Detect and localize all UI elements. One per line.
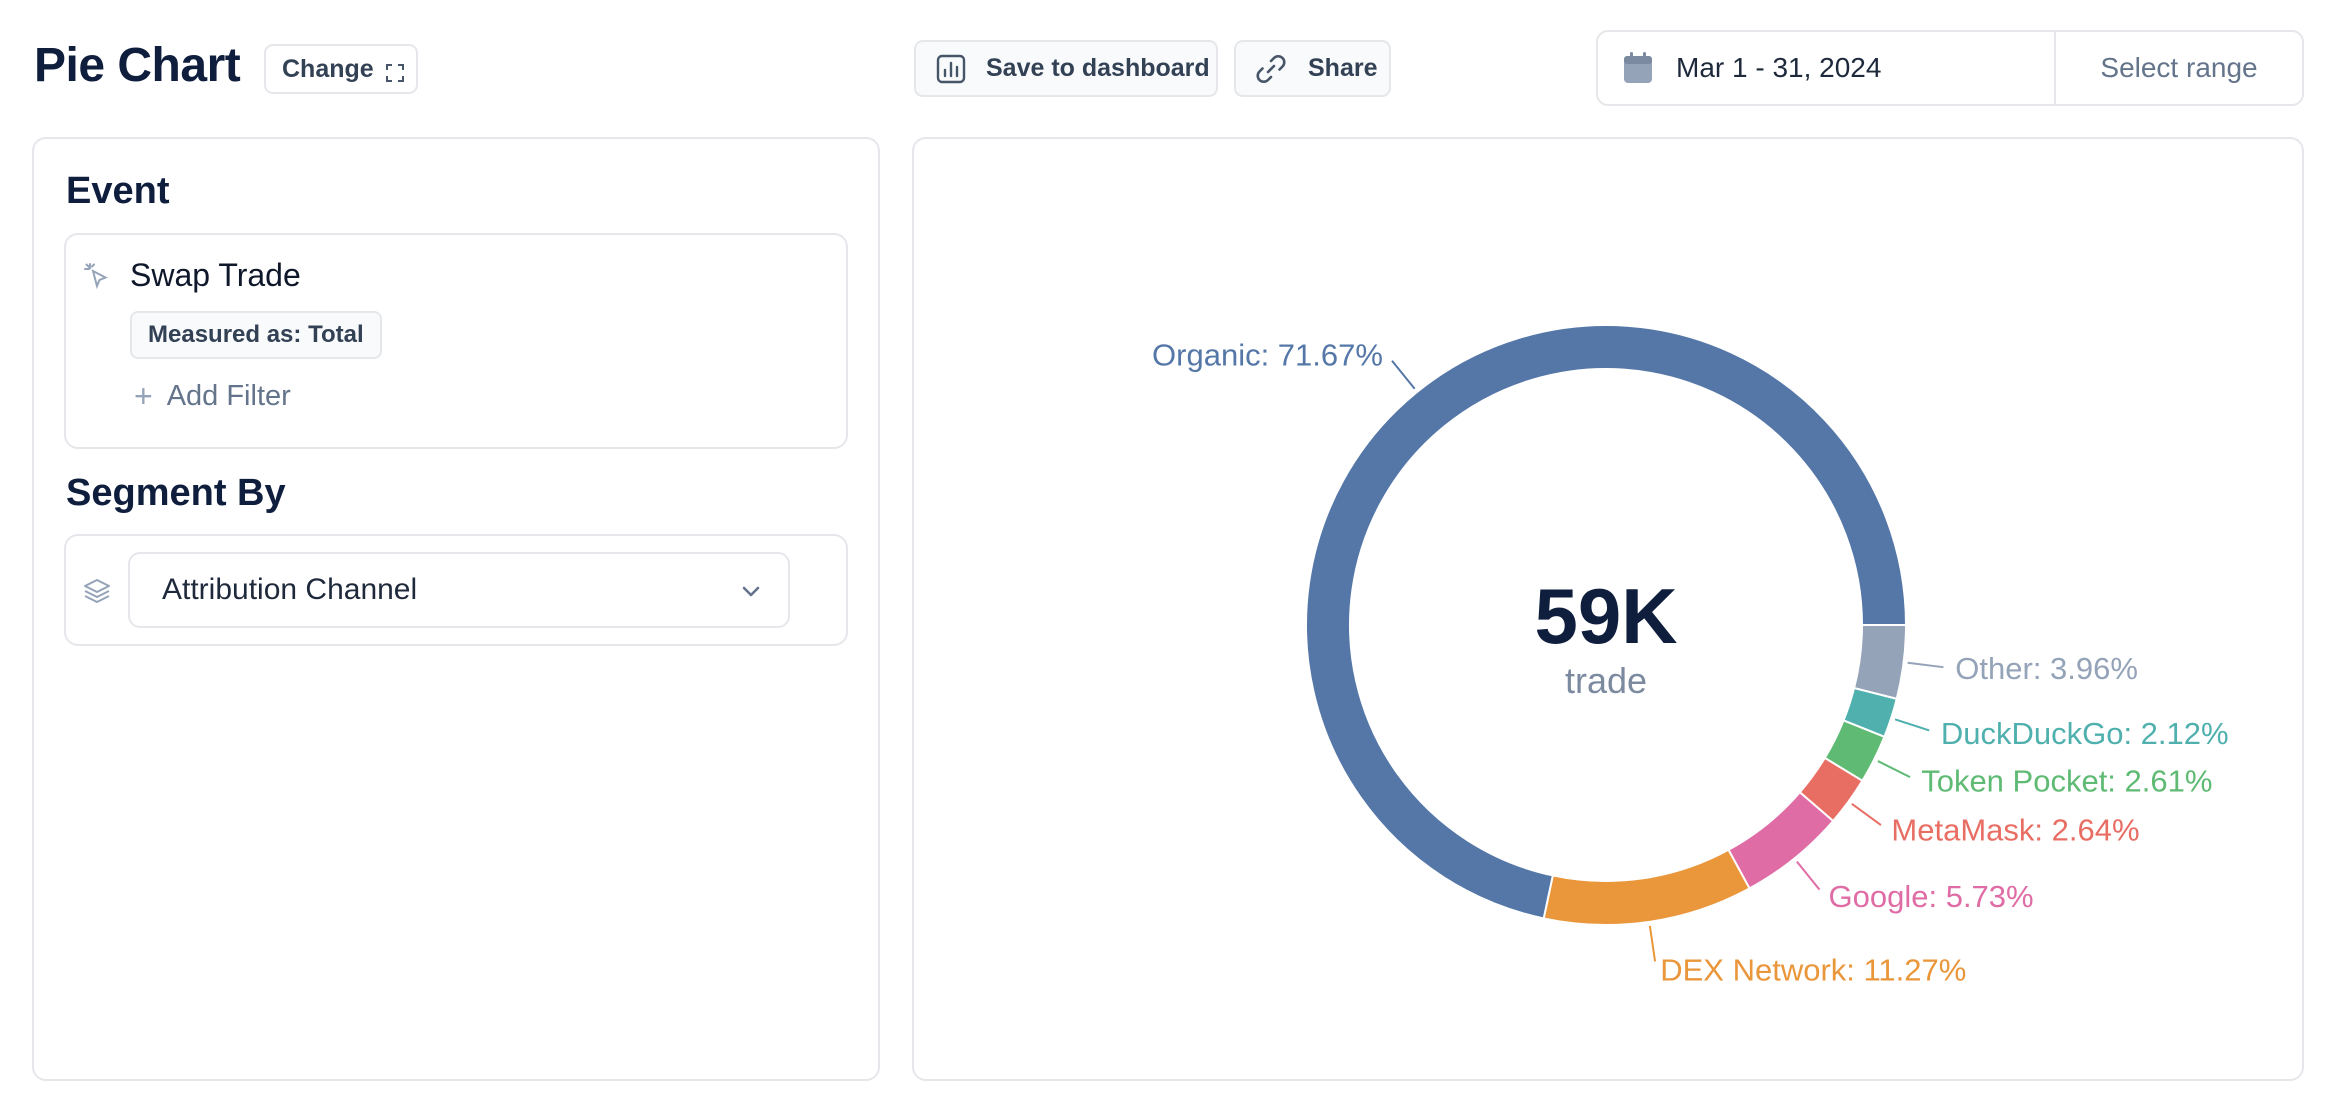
date-range-display[interactable]: Mar 1 - 31, 2024 [1598,32,2056,104]
share-label: Share [1308,54,1378,82]
page-title: Pie Chart [34,39,241,92]
slice-dex-network[interactable] [1542,848,1751,926]
leader-line-dex-network [1648,925,1657,962]
pie-chart: Other: 3.96% DuckDuckGo: 2.12% Token Pocke… [1152,324,2229,987]
label-organic: Organic: 71.67% [1152,338,1383,373]
chevron-down-icon [742,586,760,597]
plus-icon: + [134,378,153,414]
leader-line-metamask [1851,803,1882,826]
share-button[interactable]: Share [1234,40,1391,97]
date-range-text: Mar 1 - 31, 2024 [1676,52,1882,83]
segment-by-select[interactable]: Attribution Channel [128,552,790,628]
add-filter-label: Add Filter [166,380,291,412]
link-icon [1256,54,1286,83]
bar-chart-icon [936,54,966,83]
label-dex-network: DEX Network: 11.27% [1660,952,1966,987]
leader-line-google [1796,860,1821,891]
segment-select-value: Attribution Channel [162,573,418,606]
leader-line-token-pocket [1877,760,1911,779]
chart-center-label: trade [1565,660,1647,701]
change-label: Change [282,54,374,83]
chart-center-value: 59K [1534,572,1677,660]
select-range-label: Select range [2100,52,2258,83]
label-google: Google: 5.73% [1829,879,2034,914]
slice-organic[interactable] [1305,324,1908,920]
label-metamask: MetaMask: 2.64% [1891,813,2139,848]
layers-icon [84,579,110,603]
date-range-picker[interactable]: Mar 1 - 31, 2024 Select range [1596,30,2304,106]
segment-section-title: Segment By [66,472,286,514]
leader-line-other [1907,661,1944,669]
label-duckduckgo: DuckDuckGo: 2.12% [1941,716,2229,751]
label-token-pocket: Token Pocket: 2.61% [1921,764,2212,799]
leader-line-duckduckgo [1894,718,1930,732]
slice-other[interactable] [1852,624,1908,701]
measured-as-pill[interactable]: Measured as: Total [130,311,382,359]
select-range-button[interactable]: Select range [2056,32,2302,104]
event-section-title: Event [66,170,170,212]
click-cursor-icon [84,263,108,290]
label-other: Other: 3.96% [1955,651,2138,686]
leader-line-organic [1391,360,1416,390]
slice-google[interactable] [1727,790,1835,890]
change-chart-button[interactable]: Change [264,44,418,94]
event-name[interactable]: Swap Trade [130,257,301,293]
calendar-icon [1624,52,1652,83]
save-to-dashboard-button[interactable]: Save to dashboard [914,40,1218,97]
expand-icon [385,60,404,82]
save-label: Save to dashboard [986,54,1210,82]
add-filter-button[interactable]: + Add Filter [134,378,291,415]
